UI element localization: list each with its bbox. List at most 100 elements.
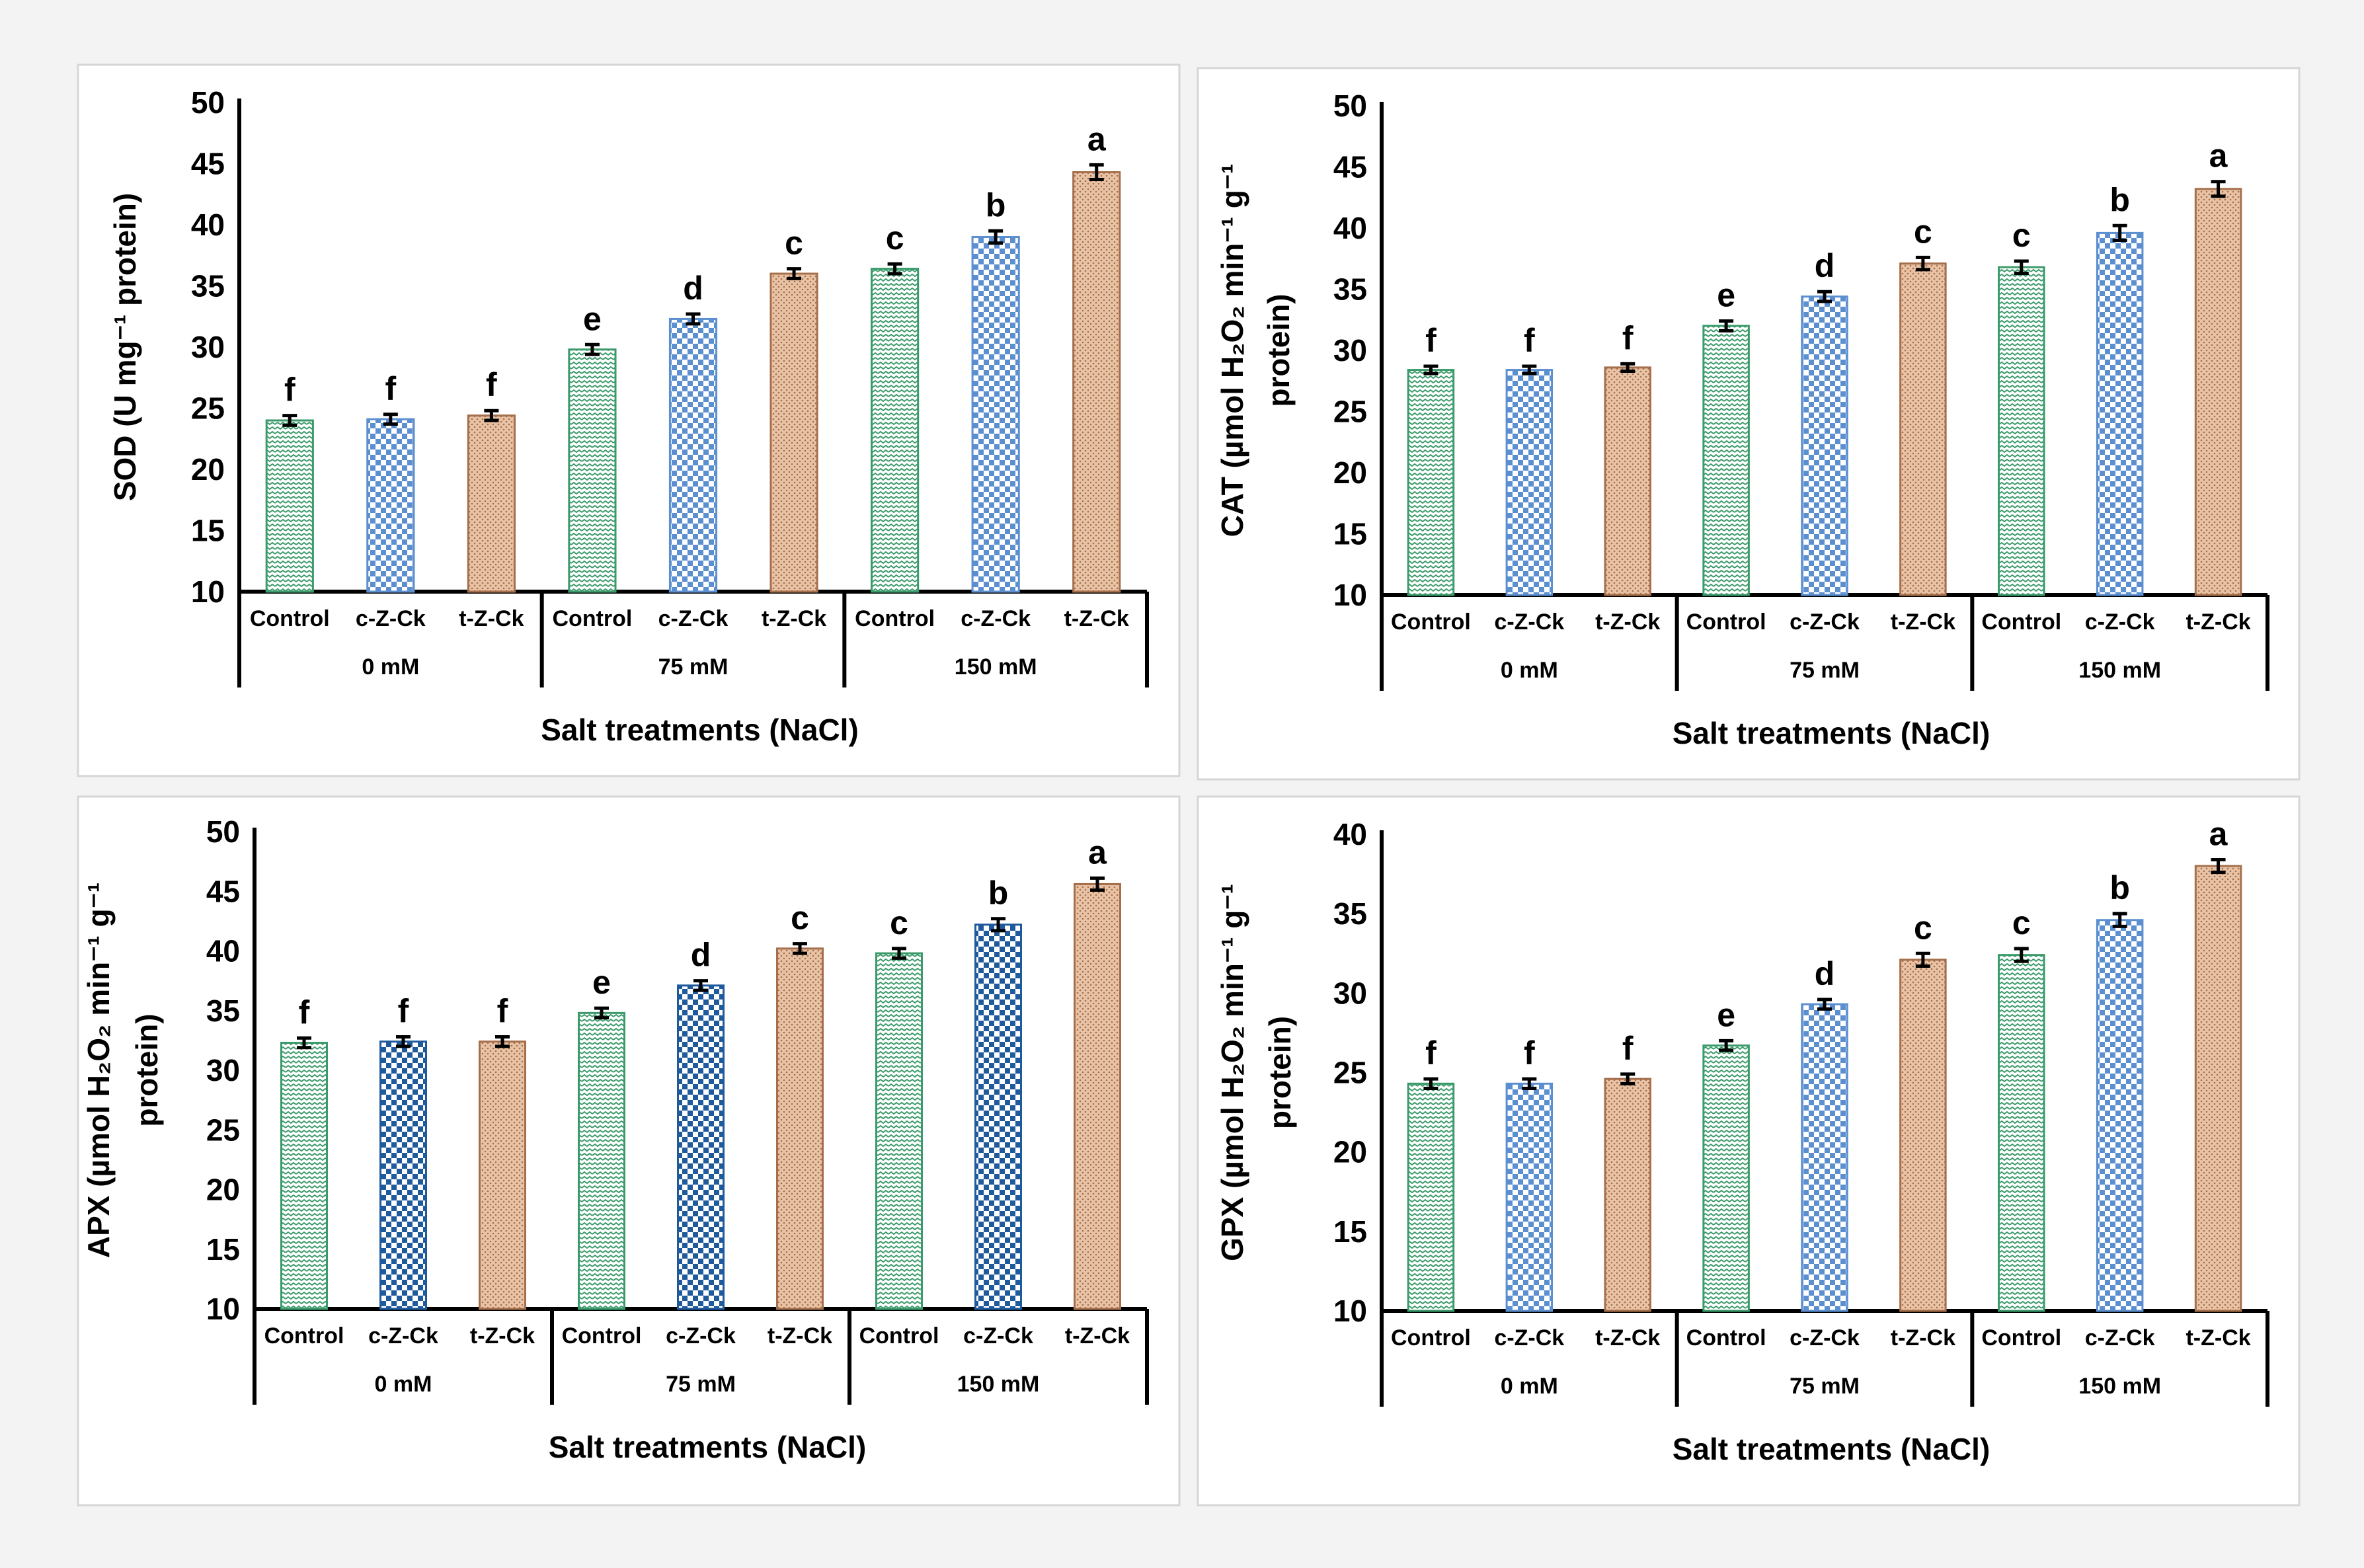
category-label: Control	[1391, 1325, 1471, 1351]
y-tick-label: 30	[206, 1053, 240, 1087]
significance-letter: f	[385, 370, 397, 407]
bar	[776, 947, 824, 1310]
bar	[479, 1040, 526, 1310]
bar	[1407, 369, 1455, 596]
significance-letter: c	[886, 219, 904, 256]
significance-letter: d	[691, 937, 711, 974]
bar	[971, 236, 1020, 593]
significance-letter: c	[791, 900, 809, 937]
y-tick-label: 10	[1333, 578, 1367, 612]
category-label: Control	[562, 1323, 642, 1349]
apx-panel: 10 15 20 25 30 35 40 45 50 f Control f c-Z-Ck f t-Z-Ck…	[77, 795, 1181, 1507]
category-label: c-Z-Ck	[666, 1323, 736, 1349]
significance-letter: f	[398, 992, 409, 1029]
significance-letter: e	[592, 964, 611, 1001]
bar	[1702, 325, 1750, 596]
y-tick-label: 25	[191, 391, 225, 426]
category-label: c-Z-Ck	[1494, 1325, 1564, 1351]
group-label: 150 mM	[2078, 1374, 2161, 1399]
bar	[280, 1041, 328, 1310]
category-label: t-Z-Ck	[768, 1323, 832, 1349]
significance-letter: e	[583, 300, 602, 337]
y-tick-label: 35	[1333, 896, 1367, 931]
bar	[1899, 262, 1947, 596]
bar	[2194, 188, 2242, 596]
category-label: Control	[264, 1323, 344, 1349]
bar	[467, 414, 516, 593]
category-label: t-Z-Ck	[459, 606, 524, 631]
category-label: c-Z-Ck	[2085, 1325, 2155, 1351]
category-label: t-Z-Ck	[2186, 1325, 2250, 1351]
cat-panel: 10 15 20 25 30 35 40 45 50 f Control f c-Z-Ck f t-Z-Ck…	[1197, 67, 2301, 781]
category-label: t-Z-Ck	[1595, 1325, 1660, 1351]
significance-letter: c	[2012, 217, 2031, 254]
category-label: t-Z-Ck	[470, 1323, 535, 1349]
y-axis-label: protein)	[1261, 294, 1296, 407]
bar	[2194, 865, 2242, 1312]
category-label: Control	[1391, 609, 1471, 635]
sod-panel: 10 15 20 25 30 35 40 45 50 f Control f c-Z-Ck f t-Z-Ck…	[77, 63, 1181, 777]
y-tick-label: 15	[1333, 517, 1367, 551]
group-label: 150 mM	[2078, 658, 2161, 683]
category-label: c-Z-Ck	[658, 606, 729, 631]
y-tick-label: 20	[1333, 455, 1367, 490]
significance-letter: b	[2109, 181, 2130, 218]
bar	[265, 419, 314, 593]
significance-letter: a	[1088, 834, 1107, 871]
bar	[871, 268, 920, 593]
category-label: t-Z-Ck	[762, 606, 826, 631]
category-label: Control	[1981, 609, 2061, 635]
significance-letter: d	[1815, 247, 1835, 284]
significance-letter: f	[1622, 319, 1634, 356]
group-label: 150 mM	[957, 1372, 1040, 1397]
significance-letter: b	[988, 875, 1009, 912]
significance-letter: f	[284, 372, 296, 409]
group-label: 150 mM	[955, 654, 1037, 680]
bar	[769, 272, 818, 593]
significance-letter: c	[1914, 213, 1932, 250]
bar	[578, 1011, 625, 1310]
group-label: 75 mM	[1790, 1374, 1860, 1399]
significance-letter: f	[497, 992, 508, 1029]
significance-letter: f	[1425, 322, 1437, 359]
y-tick-label: 20	[1333, 1135, 1367, 1169]
category-label: Control	[553, 606, 633, 631]
y-tick-label: 40	[191, 208, 225, 242]
y-axis-label: APX (µmol H₂O₂ min⁻¹ g⁻¹	[81, 882, 116, 1258]
category-label: Control	[1981, 1325, 2061, 1351]
y-tick-label: 20	[206, 1173, 240, 1207]
significance-letter: c	[2012, 904, 2031, 941]
y-tick-label: 10	[206, 1292, 240, 1326]
significance-letter: f	[1524, 1035, 1535, 1072]
bar	[668, 317, 718, 593]
group-label: 75 mM	[658, 654, 729, 680]
x-axis-label: Salt treatments (NaCl)	[1673, 1432, 1990, 1466]
y-tick-label: 30	[1333, 333, 1367, 368]
x-axis-label: Salt treatments (NaCl)	[549, 1430, 867, 1464]
significance-letter: d	[683, 270, 703, 307]
y-tick-label: 35	[206, 994, 240, 1028]
bar	[1998, 954, 2045, 1312]
significance-letter: f	[1622, 1030, 1634, 1067]
significance-letter: f	[1524, 322, 1535, 359]
group-label: 0 mM	[375, 1372, 432, 1397]
category-label: t-Z-Ck	[1064, 606, 1129, 631]
category-label: c-Z-Ck	[1494, 609, 1564, 635]
category-label: t-Z-Ck	[1595, 609, 1660, 635]
bar	[1899, 959, 1947, 1312]
y-tick-label: 40	[206, 934, 240, 968]
y-tick-label: 25	[206, 1113, 240, 1147]
y-tick-label: 10	[191, 574, 225, 609]
group-label: 0 mM	[1501, 658, 1558, 683]
significance-letter: c	[890, 904, 908, 941]
y-tick-label: 45	[1333, 150, 1367, 184]
category-label: Control	[855, 606, 935, 631]
bar	[379, 1040, 427, 1310]
bar	[568, 348, 617, 593]
bar	[875, 952, 923, 1310]
gpx-panel: 10 15 20 25 30 35 40 f Control f c-Z-Ck f t-Z-Ck e Con…	[1197, 795, 2301, 1507]
significance-letter: d	[1815, 955, 1835, 992]
x-axis-label: Salt treatments (NaCl)	[1673, 716, 1990, 750]
bar	[1072, 171, 1121, 593]
